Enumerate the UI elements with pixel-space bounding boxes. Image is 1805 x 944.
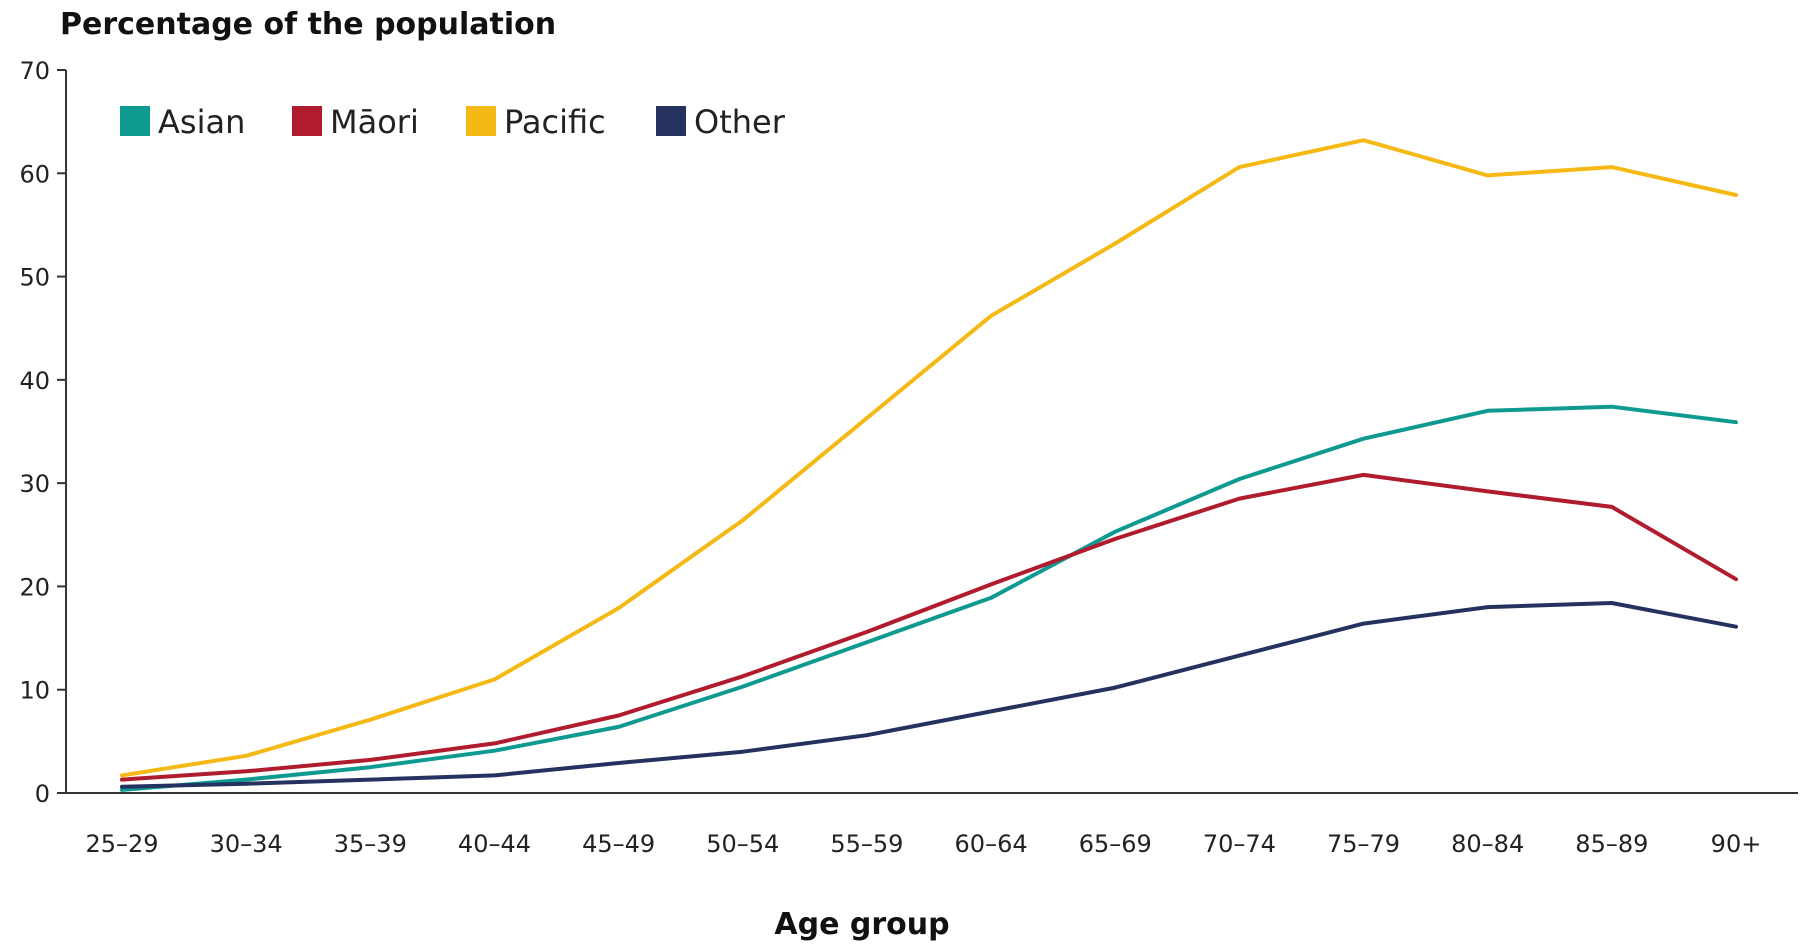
y-axis: 0 10 20 30 40 50 60 70 <box>19 57 67 808</box>
x-tick-label: 75–79 <box>1327 830 1400 858</box>
x-tick-label: 65–69 <box>1079 830 1152 858</box>
x-tick-label: 50–54 <box>706 830 779 858</box>
legend-label-māori: Māori <box>330 103 419 141</box>
x-tick-label: 55–59 <box>830 830 903 858</box>
y-axis-title: Percentage of the population <box>60 7 556 42</box>
x-tick-label: 90+ <box>1711 830 1762 858</box>
x-tick-label: 35–39 <box>334 830 407 858</box>
x-axis-title: Age group <box>774 907 949 942</box>
series-line-other <box>120 601 1738 789</box>
legend-label-other: Other <box>694 103 786 141</box>
x-tick-label: 60–64 <box>955 830 1028 858</box>
y-tick-label: 70 <box>19 57 50 85</box>
y-tick-label: 0 <box>35 780 50 808</box>
series-line-asian <box>120 404 1738 792</box>
legend: Asian Māori Pacific Other <box>120 103 786 141</box>
legend-swatch-other <box>656 106 686 136</box>
legend-swatch-pacific <box>466 106 496 136</box>
x-axis: 25–29 30–34 35–39 40–44 45–49 50–54 55–59 60–64… <box>66 792 1798 858</box>
y-tick-label: 10 <box>19 677 50 705</box>
x-tick-label: 85–89 <box>1575 830 1648 858</box>
y-tick-label: 50 <box>19 264 50 292</box>
x-tick-label: 30–34 <box>210 830 283 858</box>
x-tick-label: 70–74 <box>1203 830 1276 858</box>
x-tick-label: 80–84 <box>1451 830 1524 858</box>
series-line-māori <box>120 472 1738 782</box>
y-tick-label: 60 <box>19 160 50 188</box>
legend-label-pacific: Pacific <box>504 103 606 141</box>
y-tick-label: 40 <box>19 367 50 395</box>
series-line-pacific <box>120 138 1738 778</box>
legend-swatch-asian <box>120 106 150 136</box>
x-tick-label: 40–44 <box>458 830 531 858</box>
series-lines <box>120 138 1738 792</box>
legend-label-asian: Asian <box>158 103 245 141</box>
x-tick-label: 25–29 <box>85 830 158 858</box>
y-tick-label: 20 <box>19 573 50 601</box>
legend-swatch-māori <box>292 106 322 136</box>
x-tick-label: 45–49 <box>582 830 655 858</box>
y-tick-label: 30 <box>19 470 50 498</box>
